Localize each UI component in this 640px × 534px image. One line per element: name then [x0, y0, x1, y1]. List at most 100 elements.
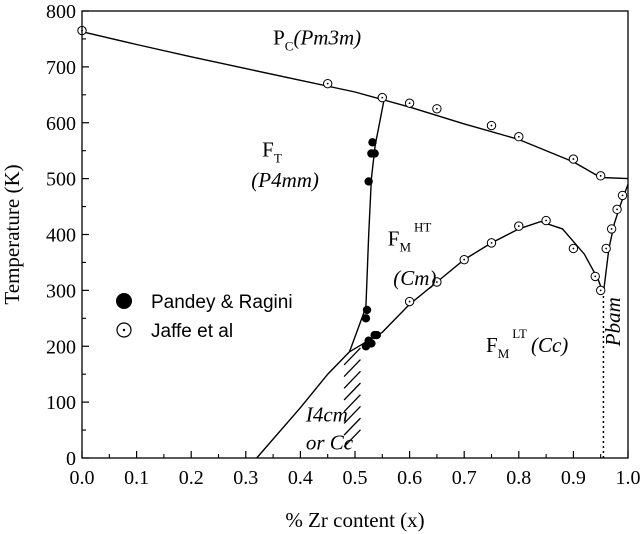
hatch-line — [343, 370, 361, 389]
hatch-line — [343, 347, 361, 366]
phase-boundary-4 — [602, 183, 629, 294]
hatched-region — [343, 347, 361, 448]
phase-label-subscript: T — [274, 150, 282, 165]
hatch-line — [343, 382, 361, 401]
legend: Pandey & Ragini Jaffe et al — [116, 292, 293, 342]
phase-boundary-1 — [348, 94, 386, 353]
phase-boundary-0 — [81, 31, 629, 180]
y-tick-label: 500 — [46, 169, 76, 191]
data-point-series-0 — [362, 305, 372, 315]
data-point-series-1 — [404, 98, 415, 108]
phase-label: (P4mm) — [251, 168, 319, 192]
y-tick-label: 100 — [46, 392, 76, 414]
phase-boundary-3 — [349, 220, 605, 353]
x-axis-title: % Zr content (x) — [285, 508, 424, 532]
phase-label: Pbam — [601, 297, 625, 347]
data-point-series-0 — [368, 138, 377, 147]
data-point-series-1 — [596, 285, 606, 296]
plot-frame — [81, 10, 629, 459]
y-tick-label: 0 — [66, 448, 76, 470]
y-axis-title: Temperature (K) — [0, 164, 24, 304]
phase-label-superscript: HT — [414, 220, 431, 235]
phase-label-main: (Cm) — [393, 266, 436, 290]
data-point-series-0 — [364, 177, 373, 186]
x-tick-label: 0.3 — [233, 467, 258, 489]
data-point-series-0 — [370, 149, 379, 158]
phase-label-main: F — [486, 333, 498, 357]
x-tick-label: 0.5 — [343, 467, 368, 489]
x-axis-ticks: 0.0 0.1 0.2 0.3 0.4 0.5 0.6 0.7 0.8 0.9 1.0 — [70, 451, 640, 489]
phase-boundary-lines — [81, 31, 629, 459]
data-point-series-1 — [541, 215, 551, 226]
phase-label-main: Pbam — [601, 297, 625, 347]
phase-label-subscript: M — [498, 346, 510, 361]
data-point-series-1 — [432, 277, 442, 287]
phase-label-main: P — [273, 26, 285, 50]
y-tick-label: 300 — [46, 280, 76, 302]
legend-label: Pandey & Ragini — [151, 292, 293, 313]
data-point-series-0 — [361, 314, 371, 323]
y-tick-label: 600 — [46, 113, 76, 135]
data-point-series-1 — [377, 92, 387, 103]
data-series — [77, 25, 628, 351]
y-axis-ticks: 0 100 200 300 400 500 600 700 800 — [46, 1, 89, 470]
x-tick-label: 0.2 — [179, 467, 204, 489]
phase-label-subscript: C — [285, 39, 294, 54]
x-tick-label: 0.4 — [288, 467, 313, 489]
y-tick-label: 200 — [46, 336, 76, 358]
legend-marker-open — [116, 322, 132, 338]
hatch-line — [343, 394, 361, 413]
phase-label: PC(Pm3m) — [273, 26, 361, 54]
hatch-line — [343, 429, 361, 448]
phase-label: FMHT — [388, 220, 432, 255]
data-point-series-0 — [372, 330, 382, 340]
phase-label-rest: (Pm3m) — [293, 26, 361, 50]
data-point-series-1 — [459, 254, 469, 265]
phase-label-main: F — [262, 137, 274, 161]
data-point-series-1 — [590, 271, 600, 282]
x-tick-label: 0.0 — [70, 467, 95, 489]
x-tick-label: 0.1 — [124, 467, 149, 489]
y-tick-label: 400 — [46, 225, 76, 247]
phase-label: (Cm) — [393, 266, 436, 290]
phase-label-main: I4cm — [305, 403, 348, 427]
hatch-line — [343, 417, 361, 436]
x-tick-label: 0.8 — [506, 467, 531, 489]
y-tick-label: 800 — [46, 1, 76, 23]
data-point-series-1 — [323, 78, 333, 89]
data-point-series-1 — [612, 204, 622, 215]
phase-label: I4cm — [305, 403, 348, 427]
phase-label-main: F — [388, 227, 400, 251]
x-tick-label: 1.0 — [616, 467, 640, 489]
data-point-series-1 — [596, 171, 606, 181]
data-point-series-1 — [617, 190, 628, 201]
phase-label: FT — [262, 137, 282, 165]
phase-label: FMLT (Cc) — [486, 326, 568, 361]
data-point-series-1 — [568, 243, 579, 254]
phase-label-main: or Cc — [306, 431, 354, 455]
phase-label-rest: (Cc) — [531, 333, 568, 357]
data-point-series-1 — [486, 120, 497, 131]
y-tick-label: 700 — [46, 57, 76, 79]
data-point-series-1 — [568, 154, 579, 164]
legend-marker-filled — [116, 293, 132, 309]
phase-boundary-2 — [256, 351, 351, 459]
phase-label: or Cc — [306, 431, 354, 455]
hatch-line — [343, 405, 361, 424]
data-point-series-0 — [367, 339, 376, 348]
data-point-series-1 — [514, 132, 524, 142]
data-point-series-1 — [404, 296, 415, 307]
data-point-series-1 — [432, 104, 442, 114]
x-tick-label: 0.7 — [452, 467, 477, 489]
data-point-series-1 — [606, 224, 617, 234]
phase-label-superscript: LT — [512, 326, 527, 341]
x-tick-label: 0.9 — [561, 467, 586, 489]
legend-label: Jaffe et al — [151, 321, 233, 342]
data-point-series-1 — [514, 221, 524, 231]
x-tick-label: 0.6 — [397, 467, 422, 489]
hatch-line — [343, 359, 361, 378]
data-point-series-1 — [601, 243, 611, 254]
data-point-series-1 — [486, 238, 497, 248]
